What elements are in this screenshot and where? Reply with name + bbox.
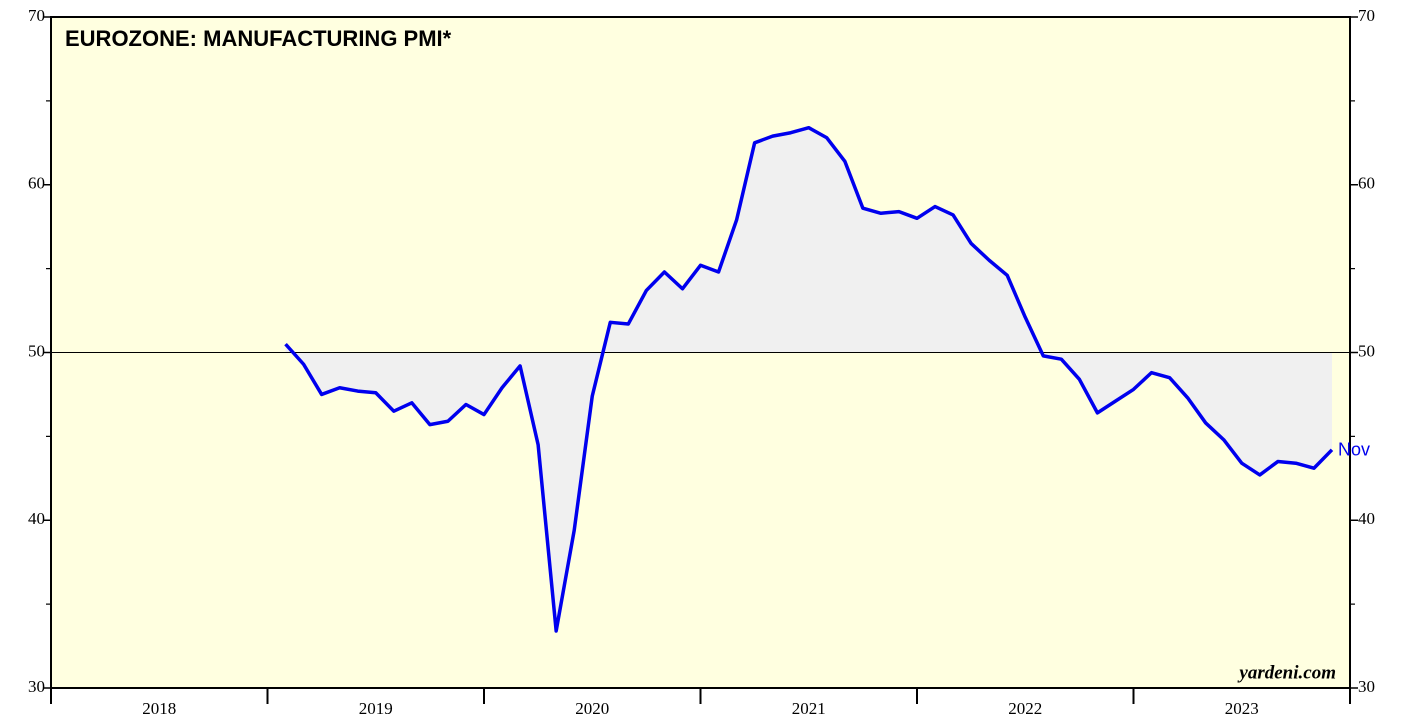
x-tick-label: 2019 [359,699,393,718]
y-tick-label-right: 30 [1358,677,1375,696]
y-tick-label-right: 70 [1358,6,1375,25]
y-tick-label-right: 40 [1358,509,1375,528]
end-label: Nov [1338,440,1370,460]
y-tick-label: 40 [28,509,45,528]
line [284,125,1334,633]
x-tick-label: 2023 [1225,699,1259,718]
y-tick-label: 60 [28,174,45,193]
chart-title: EUROZONE: MANUFACTURING PMI* [65,26,452,51]
y-tick-label-right: 60 [1358,174,1375,193]
area-fill [285,127,1332,631]
y-tick-label: 30 [28,677,45,696]
watermark: yardeni.com [1237,662,1336,683]
y-tick-label-right: 50 [1358,341,1375,360]
x-tick-label: 2021 [792,699,826,718]
x-tick-label: 2022 [1008,699,1042,718]
y-tick-label: 50 [28,341,45,360]
x-tick-label: 2018 [142,699,176,718]
y-tick-label: 70 [28,6,45,25]
x-tick-label: 2020 [575,699,609,718]
